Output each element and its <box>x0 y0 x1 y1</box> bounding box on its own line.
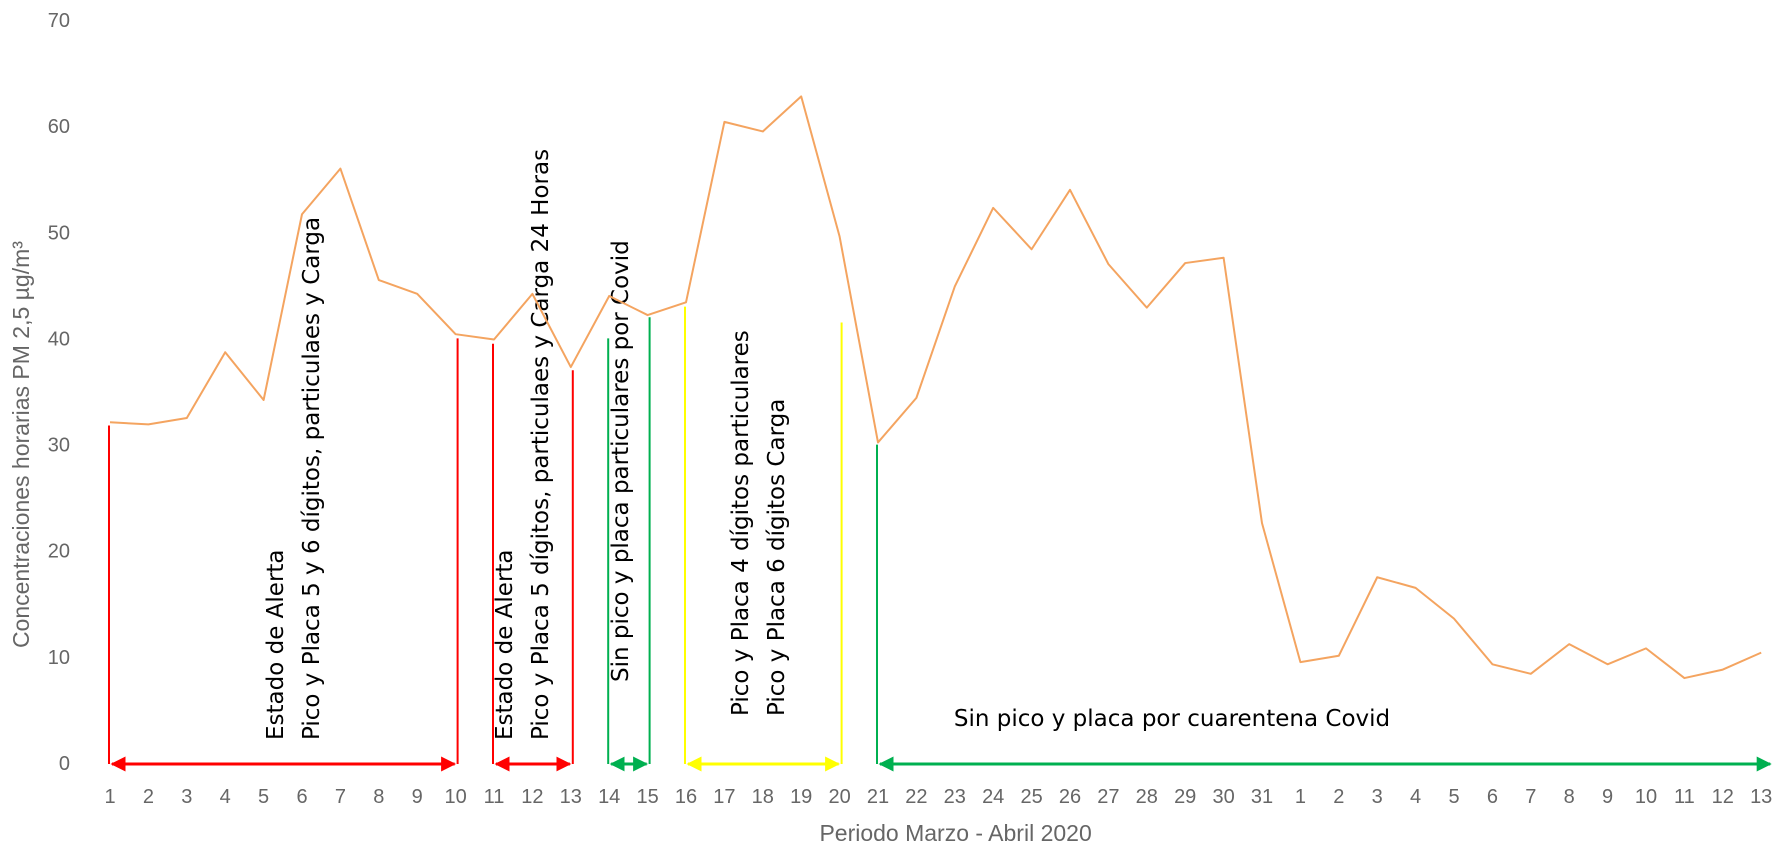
x-tick-label: 27 <box>1097 786 1119 808</box>
x-tick-label: 2 <box>143 786 154 808</box>
x-tick-label: 13 <box>1750 786 1772 808</box>
x-tick-label: 9 <box>1602 786 1613 808</box>
x-axis-ticks: 1 2 3 4 5 6 7 8 9 10 11 12 13 14 15 16 17 18 19 20 21 22 23 24 2… <box>104 786 1772 808</box>
x-tick-label: 6 <box>1487 786 1498 808</box>
y-tick-label: 30 <box>48 435 70 457</box>
annotation-label: Pico y Placa 6 dígitos Carga <box>764 399 790 716</box>
x-tick-label: 1 <box>104 786 115 808</box>
x-tick-label: 12 <box>521 786 543 808</box>
x-tick-label: 19 <box>790 786 812 808</box>
y-tick-label: 10 <box>48 647 70 669</box>
x-tick-label: 1 <box>1295 786 1306 808</box>
y-tick-label: 40 <box>48 328 70 350</box>
y-tick-label: 70 <box>48 10 70 32</box>
x-tick-label: 12 <box>1712 786 1734 808</box>
annotations: Estado de Alerta Pico y Placa 5 y 6 dígit… <box>108 149 1772 772</box>
x-tick-label: 5 <box>1448 786 1459 808</box>
annotation-2: Estado de Alerta Pico y Placa 5 dígitos, … <box>492 149 574 772</box>
x-tick-label: 18 <box>752 786 774 808</box>
series-line <box>109 95 1762 680</box>
y-axis-title: Concentraciones horarias PM 2,5 µg/m³ <box>8 241 34 648</box>
annotation-label: Pico y Placa 5 dígitos, particulaes y Ca… <box>528 149 554 740</box>
y-tick-label: 60 <box>48 116 70 138</box>
x-tick-label: 4 <box>220 786 231 808</box>
x-tick-label: 24 <box>982 786 1004 808</box>
x-tick-label: 23 <box>944 786 966 808</box>
x-tick-label: 20 <box>828 786 850 808</box>
x-tick-label: 22 <box>905 786 927 808</box>
x-tick-label: 10 <box>444 786 466 808</box>
y-tick-label: 20 <box>48 541 70 563</box>
x-tick-label: 15 <box>636 786 658 808</box>
annotation-label: Estado de Alerta <box>492 549 518 740</box>
x-tick-label: 2 <box>1333 786 1344 808</box>
annotation-4: Pico y Placa 4 dígitos particulares Pico … <box>684 306 843 772</box>
x-tick-label: 21 <box>867 786 889 808</box>
annotation-3: Sin pico y placa particulares por Covid <box>607 240 651 772</box>
x-tick-label: 8 <box>373 786 384 808</box>
x-tick-label: 11 <box>1674 786 1695 808</box>
x-tick-label: 3 <box>181 786 192 808</box>
x-tick-label: 17 <box>713 786 735 808</box>
x-tick-label: 8 <box>1564 786 1575 808</box>
x-tick-label: 29 <box>1174 786 1196 808</box>
x-tick-label: 16 <box>675 786 697 808</box>
x-tick-label: 26 <box>1059 786 1081 808</box>
annotation-5: Sin pico y placa por cuarentena Covid <box>876 444 1772 772</box>
y-tick-label: 50 <box>48 222 70 244</box>
x-tick-label: 4 <box>1410 786 1421 808</box>
x-tick-label: 14 <box>598 786 620 808</box>
x-tick-label: 30 <box>1212 786 1234 808</box>
x-tick-label: 10 <box>1635 786 1657 808</box>
x-tick-label: 28 <box>1136 786 1158 808</box>
x-tick-label: 31 <box>1251 786 1273 808</box>
x-tick-label: 11 <box>484 786 505 808</box>
y-tick-label: 0 <box>59 753 70 775</box>
x-tick-label: 7 <box>335 786 346 808</box>
x-tick-label: 13 <box>560 786 582 808</box>
x-tick-label: 3 <box>1372 786 1383 808</box>
series <box>109 95 1762 680</box>
annotation-label: Sin pico y placa particulares por Covid <box>608 240 634 682</box>
annotation-label: Pico y Placa 4 dígitos particulares <box>728 330 754 716</box>
x-tick-label: 25 <box>1020 786 1042 808</box>
x-tick-label: 9 <box>412 786 423 808</box>
x-tick-label: 6 <box>296 786 307 808</box>
y-axis-ticks: 0 10 20 30 40 50 60 70 <box>48 10 70 775</box>
annotation-label: Pico y Placa 5 y 6 dígitos, particulaes … <box>299 217 325 740</box>
annotation-label: Estado de Alerta <box>263 549 289 740</box>
annotation-label: Sin pico y placa por cuarentena Covid <box>954 706 1390 732</box>
x-tick-label: 7 <box>1525 786 1536 808</box>
annotation-1: Estado de Alerta Pico y Placa 5 y 6 dígit… <box>108 217 459 772</box>
x-axis-title: Periodo Marzo - Abril 2020 <box>819 820 1091 846</box>
x-tick-label: 5 <box>258 786 269 808</box>
